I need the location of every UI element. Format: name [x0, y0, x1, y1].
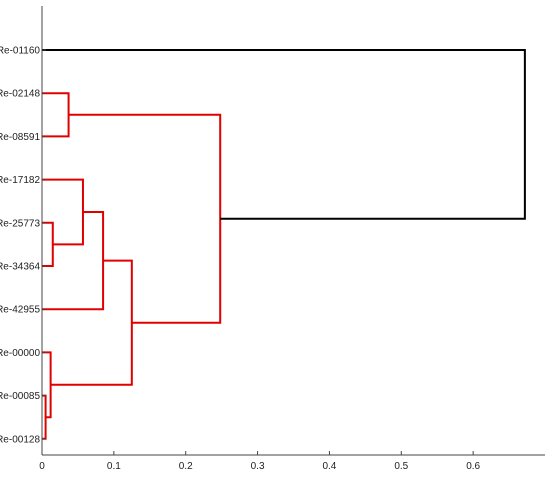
x-tick-label: 0.5: [394, 461, 408, 472]
leaf-label: Re-02148: [0, 89, 40, 100]
leaf-label: Re-17182: [0, 175, 40, 186]
dendrogram-branches: [42, 49, 526, 440]
x-tick-label: 0.1: [107, 461, 121, 472]
leaf-label: Re-08591: [0, 132, 40, 143]
leaf-label: Re-34364: [0, 262, 40, 273]
x-tick-label: 0.2: [179, 461, 193, 472]
leaf-label: Re-25773: [0, 218, 40, 229]
x-tick-label: 0: [39, 461, 45, 472]
x-tick-label: 0.3: [251, 461, 265, 472]
dendrogram-link-c4: [42, 92, 70, 138]
leaf-labels: Re-01160 Re-02148 Re-08591 Re-17182 Re-25773…: [0, 46, 46, 445]
dendrogram-link-c5: [42, 178, 84, 246]
dendrogram-link-c3: [42, 221, 54, 267]
leaf-label: Re-42955: [0, 305, 40, 316]
dendrogram-link-c7: [50, 259, 133, 386]
x-axis-ticks: 0 0.1 0.2 0.3 0.4 0.5 0.6: [39, 451, 481, 472]
x-tick-label: 0.4: [322, 461, 336, 472]
dendrogram-link-c1: [42, 394, 47, 440]
leaf-label: Re-00000: [0, 348, 40, 359]
leaf-label: Re-00085: [0, 391, 40, 402]
leaf-label: Re-00128: [0, 434, 40, 445]
axes: [41, 6, 545, 456]
leaf-label: Re-01160: [0, 46, 40, 57]
dendrogram-link-c8: [68, 113, 222, 324]
dendrogram-link-c9: [42, 49, 526, 220]
dendrogram-link-c6: [42, 211, 105, 311]
x-tick-label: 0.6: [466, 461, 480, 472]
